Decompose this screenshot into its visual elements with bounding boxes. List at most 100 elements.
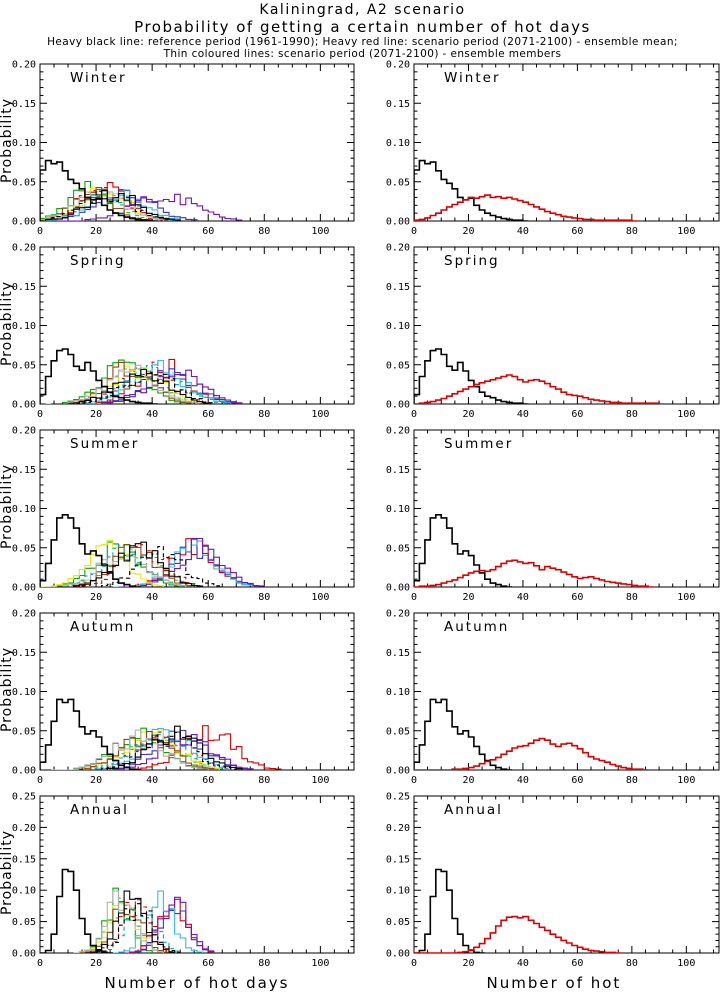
axis-text: 0.15 xyxy=(12,854,36,865)
axis-text: 0.15 xyxy=(12,99,36,110)
axis-text: 0.20 xyxy=(386,609,410,620)
y-axis-label: Probability xyxy=(0,463,15,549)
axis-text: 40 xyxy=(146,958,158,969)
x-axis-label-left: Number of hot days xyxy=(104,974,290,992)
axis-text: 0 xyxy=(411,592,417,603)
panel-winter-mean: 0 20 40 60 80 100 0.00 0.05 0.10 0.15 0.20 Winter xyxy=(386,60,720,237)
axis-text: 0.05 xyxy=(386,917,410,928)
ensemble-member-line xyxy=(51,729,209,770)
axis-text: 80 xyxy=(626,775,638,786)
axis-text: 100 xyxy=(311,958,329,969)
axis-text: 60 xyxy=(571,409,583,420)
x-axis-label-right: Number of hot days xyxy=(486,974,622,994)
axis-text: 0.00 xyxy=(12,766,36,777)
ensemble-member-line xyxy=(62,371,215,404)
ensemble-member-line xyxy=(79,546,220,587)
axis-text: 60 xyxy=(571,226,583,237)
axis-text: 0.25 xyxy=(12,792,36,803)
reference-line xyxy=(40,514,141,587)
axis-text: Spring xyxy=(70,253,126,269)
axis-text: Summer xyxy=(444,436,513,452)
axis-text: 0 xyxy=(37,592,43,603)
axis-text: 100 xyxy=(677,226,695,237)
panel-spring-members: 0 20 40 60 80 100 0.00 0.05 0.10 0.15 0.20 Spring xyxy=(12,243,355,420)
ensemble-mean-line xyxy=(414,559,654,587)
ensemble-mean-line xyxy=(414,915,621,953)
ensemble-member-line xyxy=(56,731,215,770)
axis-text: 0.20 xyxy=(386,243,410,254)
axis-text: 80 xyxy=(258,958,270,969)
y-axis-label: Probability xyxy=(0,97,15,183)
axis-text: 0.10 xyxy=(12,321,36,332)
ensemble-member-line xyxy=(68,734,226,770)
y-axis-label: Probability xyxy=(0,280,15,366)
axis-text: 60 xyxy=(571,592,583,603)
panel-winter-members: 0 20 40 60 80 100 0.00 0.05 0.10 0.15 0.20 Winter xyxy=(12,60,355,237)
ensemble-member-line xyxy=(112,540,254,587)
axis-text: 0.10 xyxy=(386,687,410,698)
ensemble-member-line xyxy=(73,358,237,404)
panel-summer-members: 0 20 40 60 80 100 0.00 0.05 0.10 0.15 0.20 Summer xyxy=(12,426,355,603)
row-autumn: Probability 0 20 40 60 80 100 0.00 0.05 0.10 0.15… xyxy=(0,607,725,790)
figure-header: Kaliningrad, A2 scenario Probability of … xyxy=(0,0,725,59)
axis-text: 80 xyxy=(626,409,638,420)
axis-text: 80 xyxy=(258,775,270,786)
axis-text: 40 xyxy=(146,592,158,603)
panel-autumn-mean: 0 20 40 60 80 100 0.00 0.05 0.10 0.15 0.20 Autumn xyxy=(386,609,720,786)
panel-autumn-members: 0 20 40 60 80 100 0.00 0.05 0.10 0.15 0.20 Autumn xyxy=(12,609,355,786)
axis-text: Autumn xyxy=(444,619,509,635)
ensemble-member-line xyxy=(79,731,237,770)
row-summer: Probability 0 20 40 60 80 100 0.00 0.05 0.10 0.15… xyxy=(0,424,725,607)
axis-text: 60 xyxy=(202,775,214,786)
ensemble-member-line xyxy=(124,896,215,953)
axis-text: 0.15 xyxy=(386,854,410,865)
axis-text: 0.00 xyxy=(386,949,410,960)
axis-text: 100 xyxy=(311,409,329,420)
axis-text: 0 xyxy=(37,226,43,237)
reference-line xyxy=(414,514,512,587)
axis-text: 20 xyxy=(462,592,474,603)
axis-text: 40 xyxy=(146,775,158,786)
axis-text: 100 xyxy=(677,592,695,603)
axis-text: 0.20 xyxy=(12,60,36,71)
axis-text: 20 xyxy=(90,226,102,237)
axis-text: 0.10 xyxy=(12,687,36,698)
reference-line xyxy=(40,348,158,404)
ensemble-member-line xyxy=(51,368,209,404)
axis-text: 0.10 xyxy=(386,138,410,149)
ensemble-member-line xyxy=(90,909,181,953)
axis-text: 0.20 xyxy=(386,60,410,71)
axis-text: 60 xyxy=(202,409,214,420)
axis-text: 0.20 xyxy=(12,609,36,620)
ensemble-member-line xyxy=(40,539,164,587)
legend-line-heavy: Heavy black line: reference period (1961… xyxy=(47,36,678,48)
figure-subtitle: Probability of getting a certain number … xyxy=(134,18,591,36)
axis-text: 100 xyxy=(677,409,695,420)
ensemble-member-line xyxy=(112,890,204,953)
axis-text: 0 xyxy=(411,409,417,420)
axis-text: 0.15 xyxy=(386,465,410,476)
axis-text: 0.00 xyxy=(386,766,410,777)
axis-text: 80 xyxy=(258,226,270,237)
axis-text: Winter xyxy=(444,70,501,86)
reference-line xyxy=(40,698,141,770)
ensemble-mean-line xyxy=(414,374,665,404)
ensemble-member-line xyxy=(79,728,232,770)
axis-text: 0.20 xyxy=(12,823,36,834)
axis-text: 80 xyxy=(626,958,638,969)
axis-text: 20 xyxy=(90,592,102,603)
axis-text: 80 xyxy=(626,592,638,603)
axis-text: 0.10 xyxy=(12,886,36,897)
axis-text: 0.05 xyxy=(386,360,410,371)
axis-text: 60 xyxy=(571,958,583,969)
axis-text: 20 xyxy=(90,958,102,969)
axis-text: 0.00 xyxy=(12,400,36,411)
axis-text: 0.15 xyxy=(386,648,410,659)
reference-line xyxy=(414,348,529,404)
axis-text: 0.05 xyxy=(12,360,36,371)
axis-text: 0.05 xyxy=(12,726,36,737)
axis-text: 0.00 xyxy=(12,217,36,228)
axis-text: 20 xyxy=(90,775,102,786)
axis-text: 0 xyxy=(411,226,417,237)
